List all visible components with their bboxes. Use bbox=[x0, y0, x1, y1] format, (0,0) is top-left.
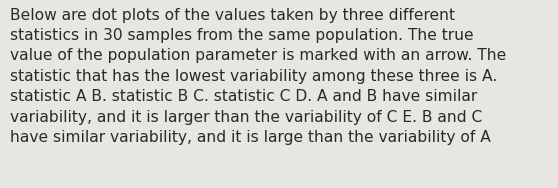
Text: Below are dot plots of the values taken by three different
statistics in 30 samp: Below are dot plots of the values taken … bbox=[10, 8, 506, 145]
